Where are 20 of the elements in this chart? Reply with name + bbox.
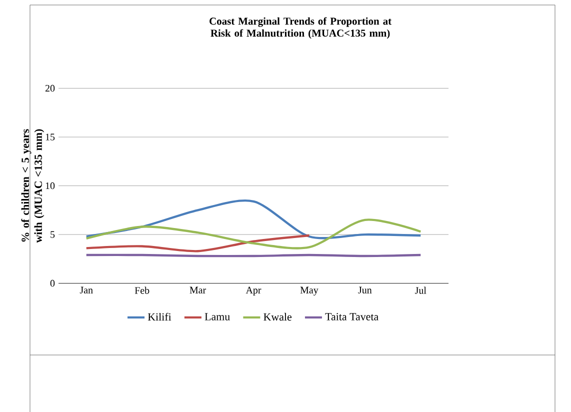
legend-label: Kilifi [148,312,172,320]
x-tick-label: Mar [190,286,206,294]
x-tick-label: Feb [134,286,150,294]
legend-label: Lamu [204,313,230,320]
x-tick-label: Jun [358,286,372,294]
y-tick-label: 5 [50,231,55,238]
x-tick-label: Jan [80,286,93,294]
legend-label: Taita Taveta [325,312,378,320]
legend-label: Kwale [264,312,292,320]
line-series [85,218,422,250]
x-tick-label: Apr [246,286,262,296]
y-tick-label: 10 [46,182,55,190]
line-series [85,234,310,252]
x-tick-label: Jul [415,286,426,294]
y-tick-label: 15 [46,134,55,140]
y-axis-title: % of children < 5 years with (MUAC <135 mm) [21,129,44,243]
x-tick-label: May [300,286,318,296]
y-tick-label: 0 [50,280,55,287]
chart-title: Coast Marginal Trends of Proportion at Risk of Malnutrition (MUAC<135 mm) [210,17,392,39]
y-tick-label: 20 [45,84,55,92]
